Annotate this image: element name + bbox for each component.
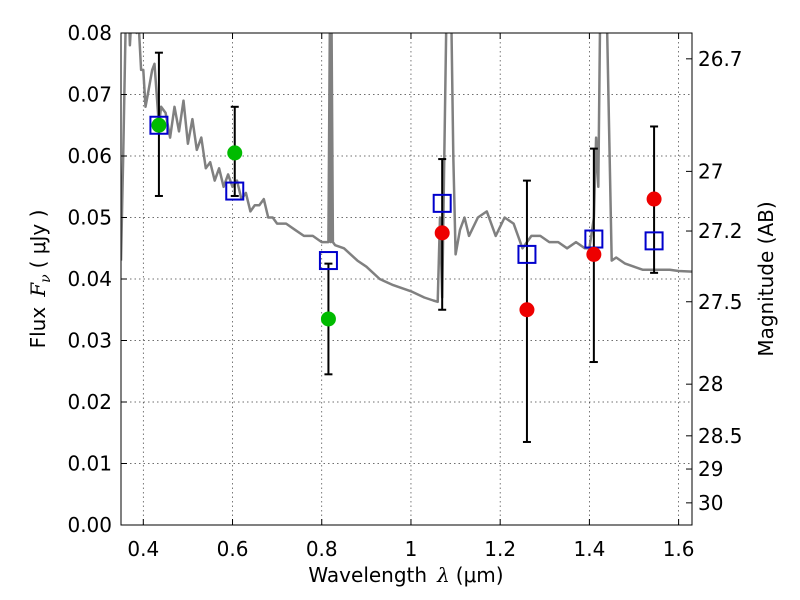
grid-lines (121, 32, 692, 526)
model-square-marker (318, 251, 338, 271)
y2-tick-label: 27.5 (698, 290, 743, 314)
observed-point (646, 191, 662, 207)
observed-point (434, 225, 450, 241)
model-square-marker (149, 115, 169, 135)
y2-tick-label: 30 (698, 491, 723, 515)
observed-point-layer (151, 117, 662, 327)
y2-tick-label: 28.5 (698, 424, 743, 448)
model-square-marker (432, 193, 452, 213)
y-axis-label: FluxFν( μJy ) (26, 210, 54, 349)
x-tick-label: 0.8 (306, 537, 338, 561)
y2-tick-label: 27 (698, 159, 723, 183)
y-tick-label: 0.03 (67, 329, 112, 353)
spectrum-layer (121, 33, 692, 304)
y2-tick-labels: 26.7 27 27.2 27.5 28 28.5 29 30 (698, 47, 743, 515)
y2-tick-label: 27.2 (698, 219, 743, 243)
y-tick-label: 0.01 (67, 452, 112, 476)
y2-tick-label: 26.7 (698, 47, 743, 71)
y-tick-label: 0.00 (67, 513, 112, 537)
x-tick-label: 0.4 (127, 537, 159, 561)
observed-point (320, 311, 336, 327)
y-tick-label: 0.07 (67, 83, 112, 107)
spectrum-line (121, 33, 692, 304)
observed-point (151, 117, 167, 133)
model-square-marker (517, 244, 537, 264)
model-square-marker (225, 181, 245, 201)
model-square-layer (149, 115, 664, 271)
x-tick-labels: 0.4 0.6 0.8 1 1.2 1.4 1.6 (127, 537, 694, 561)
y-tick-labels: 0.00 0.01 0.02 0.03 0.04 0.05 0.06 0.07 0.08 (67, 21, 112, 537)
x-tick-label: 1.6 (663, 537, 695, 561)
y2-tick-label: 29 (698, 457, 723, 481)
x-tick-label: 0.6 (217, 537, 249, 561)
x-axis-label: Wavelength λ (μm) (308, 563, 503, 587)
y2-tick-label: 28 (698, 372, 723, 396)
x-tick-label: 1 (405, 537, 418, 561)
y-tick-label: 0.02 (67, 390, 112, 414)
x-tick-label: 1.4 (573, 537, 605, 561)
observed-point (227, 145, 243, 161)
y-tick-label: 0.05 (67, 206, 112, 230)
y-tick-label: 0.04 (67, 267, 112, 291)
y-tick-label: 0.08 (67, 21, 112, 45)
observed-point (519, 302, 535, 318)
observed-point (586, 246, 602, 262)
x-tick-label: 1.2 (484, 537, 516, 561)
tick-marks (121, 32, 692, 526)
plot-area (121, 33, 692, 443)
y-tick-label: 0.06 (67, 144, 112, 168)
y2-axis-label: Magnitude (AB) (754, 201, 778, 356)
model-square-marker (644, 231, 664, 251)
